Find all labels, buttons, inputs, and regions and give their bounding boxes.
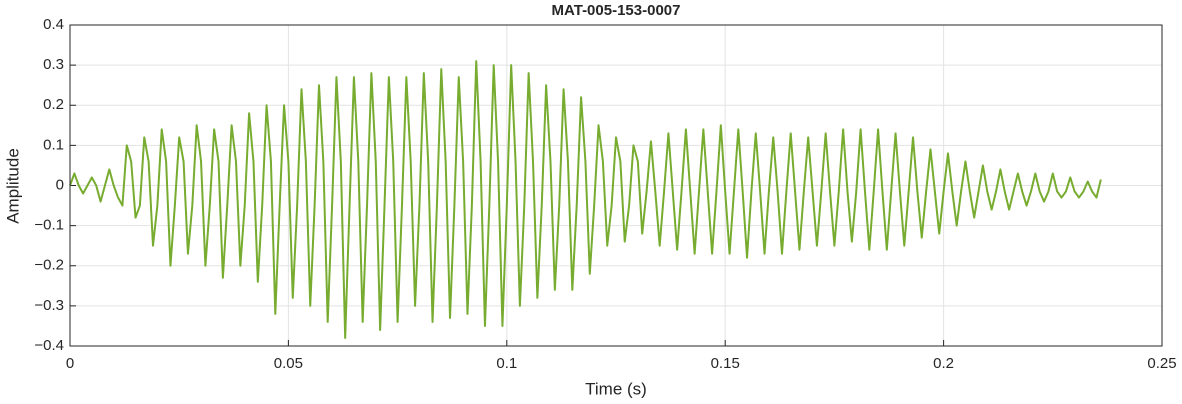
- y-axis-label: Amplitude: [3, 148, 22, 224]
- axes-box: [69, 24, 1163, 347]
- x-tick-label: 0: [66, 355, 74, 372]
- y-tick-label: −0.1: [34, 217, 64, 234]
- x-tick-label: 0.05: [274, 355, 303, 372]
- y-tick-label: 0.2: [43, 96, 64, 113]
- y-tick-label: −0.2: [34, 257, 64, 274]
- y-tick-label: −0.4: [34, 337, 64, 354]
- y-tick-label: 0.1: [43, 136, 64, 153]
- y-tick-label: 0.4: [43, 16, 64, 33]
- y-tick-label: −0.3: [34, 297, 64, 314]
- x-axis-label: Time (s): [585, 379, 647, 398]
- y-tick-label: 0: [56, 176, 64, 193]
- x-tick-label: 0.15: [711, 355, 740, 372]
- x-tick-label: 0.2: [933, 355, 954, 372]
- x-tick-label: 0.1: [496, 355, 517, 372]
- chart-title: MAT-005-153-0007: [552, 2, 681, 19]
- x-tick-label: 0.25: [1147, 355, 1176, 372]
- waveform-line: [69, 60, 1102, 339]
- y-tick-label: 0.3: [43, 56, 64, 73]
